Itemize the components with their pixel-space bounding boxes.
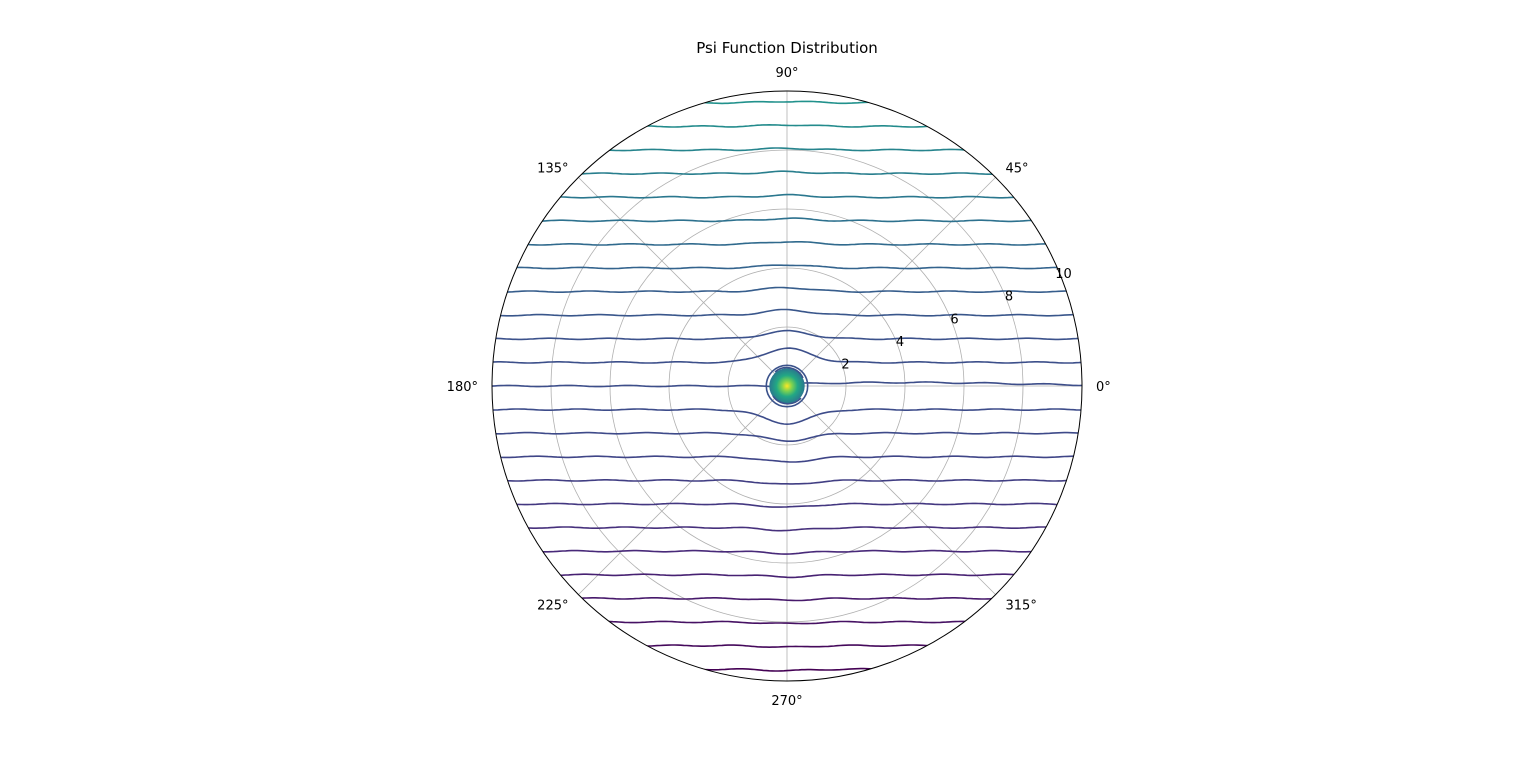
contour-line [492,193,1082,199]
core-fill [769,368,805,404]
theta-label-270: 270° [771,694,802,709]
theta-tick-labels: 0° 45° 90° 135° 180° 225° 270° 315° [447,66,1111,709]
contour-line [492,286,1082,294]
core-ring-bottom [772,395,802,405]
contour-line [492,241,1082,246]
contour-line [492,170,1082,175]
contour-line [492,549,1082,555]
core-ring-top [774,366,804,379]
contour-line [492,455,1082,463]
contour-line [492,431,1082,443]
chart-title: Psi Function Distribution [696,39,878,57]
theta-label-135: 135° [537,162,568,177]
polar-frame [491,90,1083,682]
contour-line [492,478,1082,485]
radial-tick-labels: 2 4 6 8 10 [841,267,1071,372]
theta-label-90: 90° [775,66,798,81]
r-label-8: 8 [1005,290,1013,305]
grid-spoke-135 [578,177,788,387]
contour-line [492,217,1082,223]
contour-line [492,526,1082,532]
r-label-6: 6 [950,312,958,327]
grid-spoke-225 [578,385,788,595]
theta-label-45: 45° [1006,162,1029,177]
grid-spoke-315 [786,385,996,595]
contour-line [492,596,1082,602]
contour-line [492,264,1082,270]
r-label-10: 10 [1055,267,1072,282]
contour-line [492,329,1082,341]
contour-line [492,573,1082,579]
theta-label-180: 180° [447,380,478,395]
singularity-core [765,364,809,408]
contour-line [492,408,1082,426]
contour-line [492,308,1082,317]
r-label-2: 2 [841,357,849,372]
theta-label-225: 225° [537,599,568,614]
contour-line [492,347,1082,364]
grid-spoke-45 [786,177,996,387]
r-label-4: 4 [896,335,904,350]
core-ring-inner [765,364,809,408]
theta-label-315: 315° [1006,599,1037,614]
contour-line [492,502,1082,508]
theta-label-0: 0° [1096,380,1111,395]
